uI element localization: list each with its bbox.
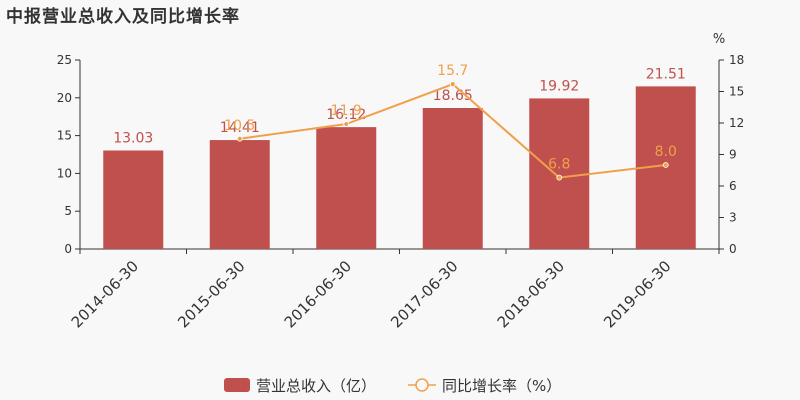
- bar: [422, 108, 483, 249]
- x-tick-label: 2014-06-30: [68, 257, 142, 331]
- growth-point: [556, 174, 563, 181]
- bar: [316, 127, 377, 249]
- y-left-tick-label: 15: [57, 129, 72, 143]
- chart-title: 中报营业总收入及同比增长率: [6, 7, 240, 27]
- bar: [529, 98, 590, 249]
- y-right-tick-label: 12: [729, 116, 744, 130]
- y-right-tick-label: 15: [729, 85, 744, 99]
- growth-point: [343, 121, 350, 127]
- legend-label-growth: 同比增长率（%）: [442, 377, 561, 395]
- growth-point: [662, 162, 669, 168]
- y-left-tick-label: 0: [64, 242, 72, 256]
- x-tick-label: 2018-06-30: [494, 257, 568, 331]
- growth-point: [449, 81, 456, 88]
- y-right-tick-label: 18: [729, 53, 744, 67]
- growth-data-label: 15.7: [437, 63, 468, 79]
- growth-data-label: 10.5: [224, 118, 255, 134]
- legend-swatch-growth-marker: [415, 378, 429, 392]
- y-right-tick-label: 6: [729, 179, 737, 193]
- growth-data-label: 6.8: [548, 157, 570, 173]
- x-tick-label: 2015-06-30: [174, 257, 248, 331]
- x-tick-label: 2019-06-30: [600, 257, 674, 331]
- bar: [209, 140, 270, 249]
- growth-point: [236, 135, 243, 142]
- y-left-tick-label: 20: [57, 91, 72, 105]
- y-left-tick-label: 10: [57, 166, 72, 180]
- y-left-tick-label: 5: [64, 204, 72, 218]
- growth-data-label: 8.0: [655, 144, 677, 160]
- bar: [103, 150, 164, 249]
- y-left-tick-label: 25: [57, 53, 72, 67]
- y-right-tick-label: 9: [729, 148, 737, 162]
- y-right-tick-label: 3: [729, 211, 737, 225]
- y-right-tick-label: 0: [729, 242, 737, 256]
- x-tick-label: 2016-06-30: [281, 257, 355, 331]
- bar-data-label: 19.92: [539, 78, 579, 94]
- bar-data-label: 14.41: [220, 120, 260, 136]
- legend-swatch-revenue: [224, 378, 250, 392]
- bar-data-label: 21.51: [646, 66, 686, 82]
- x-tick-label: 2017-06-30: [387, 257, 461, 331]
- bar-data-label: 16.12: [326, 107, 366, 123]
- bar-data-label: 13.03: [113, 130, 153, 146]
- y-right-unit: %: [713, 32, 725, 47]
- growth-data-label: 11.9: [331, 103, 362, 119]
- legend-label-revenue: 营业总收入（亿）: [256, 377, 376, 395]
